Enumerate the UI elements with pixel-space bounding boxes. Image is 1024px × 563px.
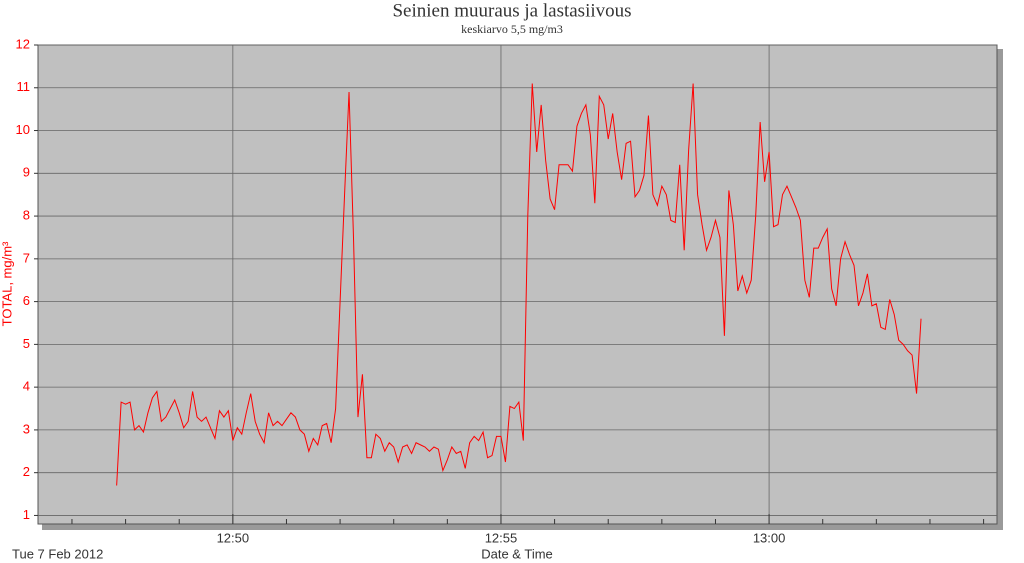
- plot-area: [37, 44, 998, 525]
- x-tick-label: 12:50: [217, 530, 250, 545]
- chart-subtitle: keskiarvo 5,5 mg/m3: [461, 22, 563, 36]
- date-label: Tue 7 Feb 2012: [12, 546, 103, 561]
- y-tick-label: 3: [23, 421, 30, 436]
- chart-title: Seinien muuraus ja lastasiivous: [392, 0, 631, 21]
- y-tick-label: 10: [16, 122, 30, 137]
- y-tick-label: 11: [17, 79, 31, 94]
- y-tick-label: 12: [16, 36, 30, 51]
- y-tick-label: 5: [23, 336, 30, 351]
- y-tick-label: 7: [23, 250, 30, 265]
- x-tick-label: 13:00: [753, 530, 786, 545]
- y-tick-label: 2: [23, 464, 30, 479]
- y-tick-label: 6: [23, 293, 30, 308]
- y-tick-label: 8: [23, 208, 30, 223]
- y-tick-label: 9: [23, 165, 30, 180]
- data-line: [116, 83, 922, 486]
- x-axis-label: Date & Time: [481, 546, 553, 561]
- x-tick-label: 12:55: [485, 530, 518, 545]
- y-tick-label: 4: [23, 379, 30, 394]
- y-axis-label: TOTAL, mg/m³: [0, 241, 14, 326]
- y-tick-label: 1: [23, 507, 30, 522]
